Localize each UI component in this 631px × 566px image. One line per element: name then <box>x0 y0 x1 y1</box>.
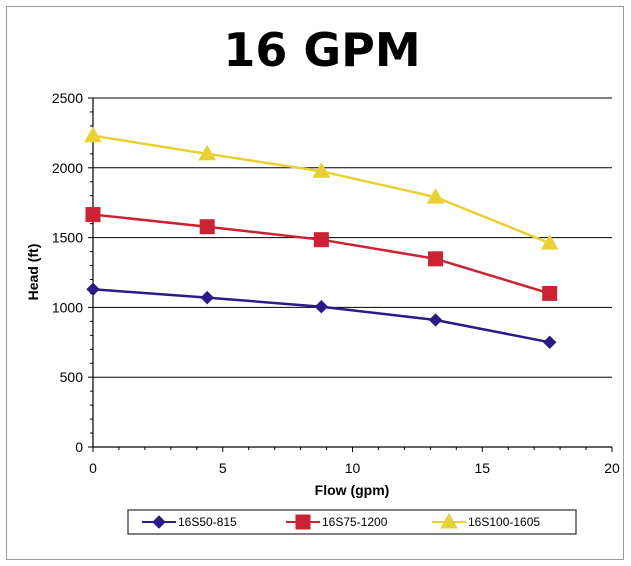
series-layer <box>84 126 559 350</box>
chart-title: 16 GPM <box>223 23 420 77</box>
data-point-16S75-1200-2 <box>313 232 329 248</box>
x-tick-label: 20 <box>604 460 620 476</box>
x-tick-label: 5 <box>219 460 227 476</box>
y-tick-label: 2000 <box>52 160 83 176</box>
y-tick-label: 500 <box>60 369 84 385</box>
series-line-16S50-815 <box>92 288 550 344</box>
y-tick-label: 2500 <box>52 90 83 106</box>
data-point-16S100-1605-3 <box>426 188 445 204</box>
x-tick-label: 0 <box>89 460 97 476</box>
data-point-16S50-815-4 <box>543 335 557 350</box>
legend-label: 16S50-815 <box>178 515 237 529</box>
y-axis-label: Head (ft) <box>25 244 41 301</box>
legend-marker-16S50-815 <box>152 515 166 529</box>
data-point-16S75-1200-4 <box>542 285 558 301</box>
x-tick-label: 15 <box>474 460 490 476</box>
data-point-16S100-1605-0 <box>84 126 102 143</box>
data-point-16S50-815-2 <box>314 299 329 314</box>
legend-marker-16S100-1605 <box>440 512 458 529</box>
y-tick-label: 1500 <box>52 230 83 246</box>
legend-label: 16S75-1200 <box>322 515 388 529</box>
axes-layer: 0 500 1000 1500 2000 2500 0 5 10 15 20 <box>52 90 620 476</box>
y-tick-label: 0 <box>75 439 83 455</box>
data-point-16S100-1605-4 <box>540 234 559 250</box>
series-line-16S75-1200 <box>92 213 551 295</box>
y-tick-label: 1000 <box>52 299 83 315</box>
data-point-16S50-815-1 <box>200 290 214 305</box>
legend: 16S50-815 16S75-1200 16S100-1605 <box>127 509 577 535</box>
series-line-16S100-1605 <box>92 134 551 245</box>
data-point-16S75-1200-0 <box>85 207 101 223</box>
data-point-16S50-815-0 <box>86 282 100 296</box>
data-point-16S75-1200-1 <box>199 219 215 235</box>
x-axis-label: Flow (gpm) <box>315 482 390 498</box>
data-point-16S75-1200-3 <box>428 251 444 267</box>
legend-label: 16S100-1605 <box>468 515 540 529</box>
grid-layer <box>93 97 612 378</box>
data-point-16S100-1605-2 <box>312 162 331 178</box>
data-point-16S100-1605-1 <box>198 144 217 161</box>
x-tick-label: 10 <box>345 460 361 476</box>
legend-marker-16S75-1200 <box>295 514 311 530</box>
legend-box <box>127 509 577 535</box>
data-point-16S50-815-3 <box>428 313 443 327</box>
